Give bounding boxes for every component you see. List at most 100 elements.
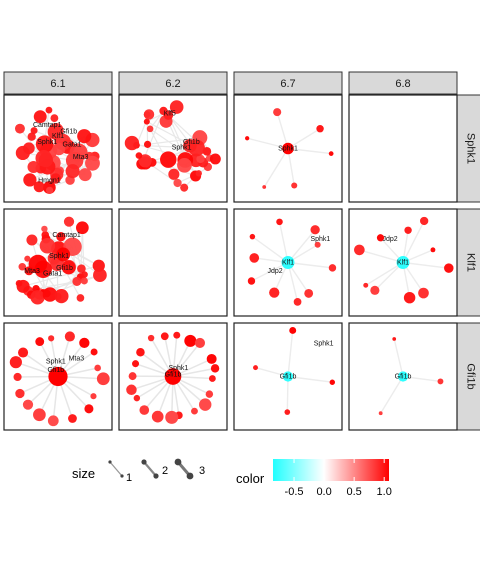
network-node [444, 263, 454, 273]
network-node [78, 168, 92, 182]
network-node [133, 394, 141, 402]
network-node [173, 331, 181, 339]
network-node [177, 157, 192, 173]
network-node [28, 254, 48, 274]
legend: size 1 2 3 color -0.5 0.0 0.5 1.0 [72, 458, 392, 498]
hub-node [281, 256, 295, 269]
hub-node [397, 371, 409, 382]
row-label: Klf1 [465, 253, 477, 272]
network-node [84, 404, 94, 414]
node-label: Sphk1 [172, 145, 192, 152]
network-node [363, 282, 369, 288]
network-edge [286, 376, 289, 413]
network-node [18, 262, 27, 271]
node-label: Gata1 [43, 270, 62, 277]
network-node [128, 372, 137, 381]
network-node [328, 151, 334, 156]
network-node [96, 372, 110, 386]
network-node [273, 108, 282, 117]
network-node [143, 118, 150, 125]
network-node [48, 123, 64, 139]
colorbar-tick-label: -0.5 [285, 486, 304, 498]
network-node [392, 337, 397, 341]
network-edge [287, 229, 316, 263]
network-node [329, 379, 336, 385]
size-legend-key-3 [174, 458, 194, 480]
network-node [69, 143, 88, 162]
network-edge [287, 128, 321, 150]
network-node [65, 164, 80, 179]
node-label: Mta3 [24, 268, 40, 275]
network-node [249, 233, 256, 240]
network-node [316, 124, 324, 133]
network-edge [287, 147, 332, 155]
network-edge [287, 330, 294, 377]
network-edge [22, 265, 99, 287]
column-label: 6.1 [50, 78, 65, 90]
network-node [314, 241, 321, 248]
network-edge [402, 375, 441, 383]
column-strip-6.1: 6.1 [3, 71, 113, 95]
network-edge [374, 262, 404, 291]
column-label: 6.8 [395, 78, 410, 90]
network-node [328, 264, 337, 272]
node-label: Sphk1 [46, 359, 66, 366]
node-label: Klf1 [52, 133, 64, 140]
node-label: Camtap1 [33, 122, 62, 129]
network-node [378, 411, 383, 416]
network-node [188, 139, 205, 157]
network-node [23, 142, 35, 155]
column-label: 6.7 [280, 78, 295, 90]
network-edge [359, 249, 404, 264]
network-node [41, 231, 50, 239]
network-node [291, 182, 298, 189]
network-node [48, 335, 55, 342]
size-legend-label-2: 2 [162, 465, 168, 477]
network-node [35, 135, 54, 153]
column-strip-6.2: 6.2 [118, 71, 228, 95]
network-edge [276, 111, 289, 149]
hub-label: Sphk1 [278, 146, 298, 153]
panel-Gfi1b-6.7: Gfi1b Sphk1 [233, 322, 343, 431]
colorbar-tick-label: 1.0 [377, 486, 392, 498]
node-label: Jdp2 [267, 268, 282, 275]
facet-panels: 6.1 6.2 6.7 6.8Sphk1Klf1Gfi1bCamtap1Gfi1bKl… [3, 71, 480, 431]
network-edge [278, 221, 289, 263]
network-node [169, 100, 184, 114]
network-node [72, 276, 82, 286]
network-edge [365, 261, 404, 286]
hub-node [282, 142, 294, 155]
network-node [38, 152, 54, 168]
node-label: Gfi1b [60, 129, 77, 136]
network-node [50, 114, 59, 123]
network-node [90, 393, 97, 400]
hub-label: Gfi1b [280, 374, 297, 381]
row-strip-Klf1: Klf1 [456, 208, 480, 317]
network-node [370, 285, 380, 295]
network-node [206, 353, 217, 364]
panel-Klf1-6.2 [118, 208, 228, 317]
network-node [136, 347, 145, 357]
column-strip-6.8: 6.8 [348, 71, 458, 95]
color-legend-title: color [236, 471, 265, 486]
network-node [418, 287, 429, 299]
network-node [79, 337, 90, 349]
size-legend-title: size [72, 466, 95, 481]
network-node [26, 234, 38, 246]
network-node [210, 364, 220, 373]
network-node [22, 399, 34, 410]
network-edge [255, 366, 289, 378]
network-node [138, 154, 152, 168]
network-node [180, 183, 189, 192]
network-node [132, 360, 140, 368]
node-label: Klf5 [164, 110, 176, 117]
network-node [52, 142, 66, 156]
node-label: Sphk1 [310, 236, 330, 243]
node-label: Sphk1 [49, 253, 69, 260]
network-node [23, 173, 37, 187]
network-edge [251, 261, 289, 282]
color-legend-ticks: -0.5 0.0 0.5 1.0 [285, 459, 392, 498]
network-node [24, 255, 31, 262]
